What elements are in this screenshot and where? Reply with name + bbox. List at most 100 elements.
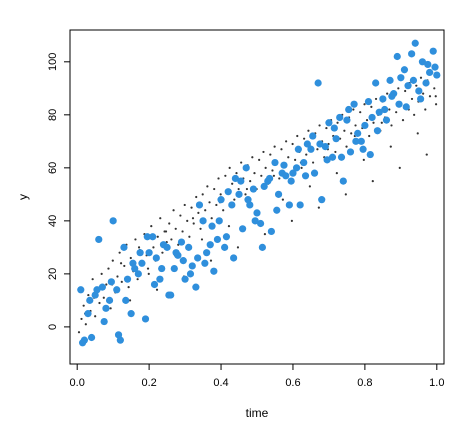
data-point — [282, 172, 290, 180]
data-point-small — [386, 92, 389, 95]
data-point-small — [395, 111, 398, 114]
data-point — [78, 339, 87, 347]
data-point-small — [352, 108, 355, 111]
data-point — [120, 243, 128, 251]
data-point — [87, 333, 96, 342]
background-points — [77, 71, 438, 334]
x-tick-label: 1.0 — [429, 377, 444, 389]
data-point — [156, 275, 164, 283]
data-point — [158, 264, 166, 273]
data-point-small — [354, 124, 357, 127]
data-point — [426, 68, 434, 77]
data-point — [177, 238, 186, 246]
data-point — [213, 235, 222, 244]
x-axis-title: time — [246, 406, 269, 420]
data-point-small — [416, 132, 419, 135]
data-point-small — [359, 111, 362, 114]
data-point — [239, 225, 247, 233]
data-point-small — [199, 227, 202, 230]
data-point-small — [345, 145, 348, 148]
data-point — [244, 196, 252, 204]
data-point — [402, 103, 410, 111]
data-point — [321, 143, 329, 151]
data-point-small — [278, 177, 281, 180]
x-tick-label: 0.8 — [357, 377, 372, 389]
data-point-small — [120, 280, 123, 283]
data-point-small — [200, 238, 204, 241]
data-point — [228, 201, 236, 209]
data-point-small — [155, 288, 159, 291]
data-point-small — [116, 275, 119, 278]
data-point-small — [425, 153, 428, 156]
data-point-small — [362, 158, 365, 161]
data-point — [314, 79, 322, 87]
data-point — [256, 219, 265, 228]
data-point-small — [134, 238, 137, 241]
data-point — [145, 249, 153, 257]
data-point — [388, 92, 396, 100]
data-point-small — [170, 238, 173, 241]
data-point — [339, 177, 347, 185]
data-point — [431, 63, 439, 71]
data-point-small — [401, 119, 405, 122]
data-point — [253, 209, 261, 217]
data-point-small — [197, 211, 200, 215]
data-point-small — [172, 209, 175, 212]
data-point — [217, 196, 225, 204]
data-point — [136, 249, 144, 257]
data-point — [364, 97, 373, 106]
data-point-small — [227, 225, 231, 228]
data-point-small — [294, 158, 297, 161]
data-point-small — [100, 272, 103, 275]
data-point-small — [102, 296, 105, 299]
data-point-small — [186, 219, 189, 222]
data-point-small — [219, 193, 222, 196]
data-point-small — [168, 222, 171, 225]
data-point — [143, 233, 151, 241]
data-point — [235, 190, 243, 198]
data-point-small — [82, 304, 85, 307]
data-point — [100, 317, 108, 326]
data-point — [163, 243, 171, 251]
data-point-small — [236, 246, 240, 249]
data-point — [325, 119, 333, 127]
data-point-small — [305, 153, 308, 156]
data-point — [224, 188, 232, 196]
data-point — [289, 169, 297, 177]
data-point-small — [374, 97, 378, 101]
data-point-small — [424, 108, 427, 111]
x-tick-label: 0.0 — [70, 377, 85, 389]
data-point-small — [334, 150, 337, 154]
data-point — [309, 132, 317, 140]
x-tick-label: 0.4 — [213, 377, 228, 389]
highlight-points — [77, 39, 441, 347]
data-point — [381, 105, 389, 114]
data-point — [433, 71, 441, 79]
data-point-small — [244, 193, 247, 196]
y-tick-label: 40 — [47, 215, 59, 227]
data-point-small — [91, 278, 94, 281]
data-point-small — [201, 193, 204, 196]
y-tick-label: 0 — [47, 324, 59, 330]
data-point-small — [231, 182, 234, 185]
data-point — [206, 241, 214, 249]
data-point — [429, 47, 437, 55]
data-point — [336, 113, 344, 122]
data-point — [102, 304, 110, 312]
data-point — [98, 283, 106, 291]
data-point — [165, 291, 173, 299]
data-point-small — [291, 142, 294, 146]
data-point-small — [217, 177, 220, 180]
data-point-small — [398, 166, 401, 169]
data-point-small — [350, 132, 353, 135]
data-point — [201, 259, 209, 267]
data-point — [86, 296, 94, 304]
data-point — [170, 264, 178, 273]
data-point-small — [280, 148, 283, 151]
data-point — [354, 129, 362, 137]
data-point-small — [264, 166, 267, 169]
data-point-small — [343, 129, 346, 132]
data-point-small — [204, 209, 207, 212]
data-point — [323, 156, 331, 164]
data-point-small — [317, 206, 320, 209]
